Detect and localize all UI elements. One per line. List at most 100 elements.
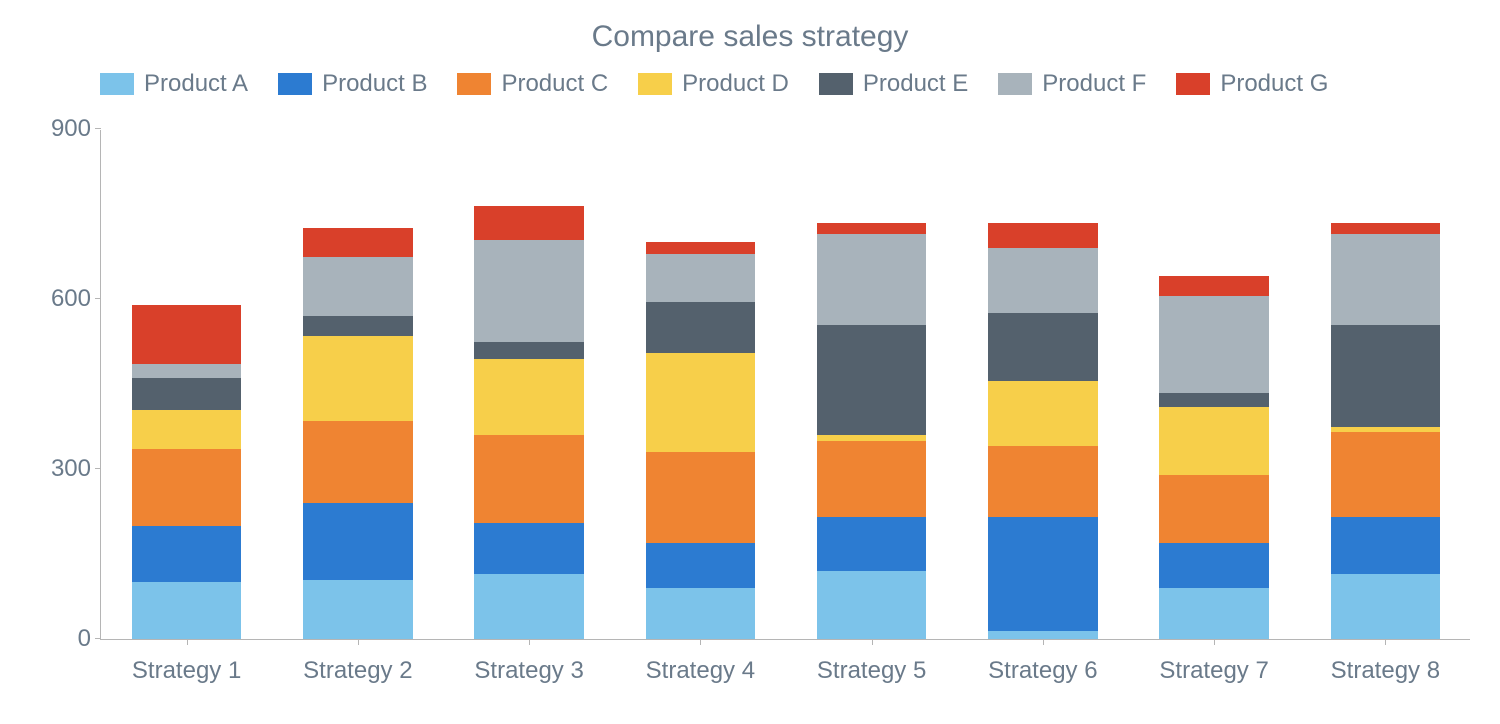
legend-swatch [278, 73, 312, 95]
bar-segment [474, 206, 584, 240]
x-axis-tick-mark [872, 639, 873, 645]
legend-label: Product E [863, 70, 968, 98]
legend-item: Product G [1176, 70, 1328, 98]
chart-title: Compare sales strategy [0, 20, 1500, 54]
x-axis-label: Strategy 6 [988, 657, 1097, 685]
x-axis-label: Strategy 8 [1331, 657, 1440, 685]
y-axis-tick-mark [95, 468, 101, 469]
x-axis-tick-mark [700, 639, 701, 645]
bar-segment [1331, 517, 1441, 574]
bar-segment [132, 364, 242, 378]
x-axis-label: Strategy 4 [646, 657, 755, 685]
bar-segment [1159, 276, 1269, 296]
legend-swatch [457, 73, 491, 95]
bar-segment [1331, 427, 1441, 433]
bar-segment [474, 342, 584, 359]
bar-segment [303, 336, 413, 421]
bar-segment [474, 240, 584, 342]
bar-segment [646, 242, 756, 253]
x-axis-tick-mark [187, 639, 188, 645]
bar-segment [646, 254, 756, 302]
bar-segment [1159, 296, 1269, 392]
bar-segment [817, 223, 927, 234]
x-axis-tick-mark [1043, 639, 1044, 645]
bar-segment [988, 517, 1098, 630]
legend-label: Product B [322, 70, 427, 98]
x-axis-label: Strategy 1 [132, 657, 241, 685]
chart-legend: Product A Product B Product C Product D Prod… [100, 70, 1470, 98]
bar-segment [303, 503, 413, 580]
bar-segment [303, 421, 413, 503]
y-axis-tick-mark [95, 638, 101, 639]
y-axis-tick-mark [95, 298, 101, 299]
x-axis-tick-mark [1385, 639, 1386, 645]
bar-segment [1159, 393, 1269, 407]
bar-segment [817, 325, 927, 436]
bar-segment [132, 582, 242, 639]
bar-segment [303, 228, 413, 256]
legend-item: Product F [998, 70, 1146, 98]
bar-segment [646, 452, 756, 543]
legend-item: Product B [278, 70, 427, 98]
bar-segment [817, 234, 927, 325]
bar-segment [646, 588, 756, 639]
y-axis-tick-label: 600 [31, 285, 91, 313]
bar-segment [646, 302, 756, 353]
legend-swatch [998, 73, 1032, 95]
y-axis-tick-label: 900 [31, 115, 91, 143]
bar-segment [988, 446, 1098, 517]
bar-segment [1331, 574, 1441, 639]
bar-segment [817, 571, 927, 639]
bar-segment [988, 381, 1098, 446]
legend-item: Product C [457, 70, 608, 98]
bar-segment [988, 248, 1098, 313]
legend-label: Product A [144, 70, 248, 98]
legend-label: Product D [682, 70, 789, 98]
sales-strategy-chart: Compare sales strategy Product AProduct … [0, 0, 1500, 724]
bar-segment [303, 316, 413, 336]
chart-plot-area: Strategy 1Strategy 2Strategy 3Strategy 4… [100, 130, 1470, 640]
bar-segment [988, 313, 1098, 381]
bar-segment [1331, 325, 1441, 427]
x-axis-label: Strategy 3 [474, 657, 583, 685]
legend-swatch [1176, 73, 1210, 95]
x-axis-label: Strategy 2 [303, 657, 412, 685]
legend-label: Product G [1220, 70, 1328, 98]
bar-segment [474, 359, 584, 436]
legend-item: Product D [638, 70, 789, 98]
legend-swatch [100, 73, 134, 95]
chart-bars-container: Strategy 1Strategy 2Strategy 3Strategy 4… [101, 130, 1470, 639]
legend-label: Product C [501, 70, 608, 98]
legend-item: Product A [100, 70, 248, 98]
bar-segment [1331, 432, 1441, 517]
legend-swatch [638, 73, 672, 95]
bar-segment [988, 631, 1098, 640]
bar-segment [303, 257, 413, 317]
x-axis-tick-mark [358, 639, 359, 645]
y-axis-tick-label: 300 [31, 455, 91, 483]
bar-segment [817, 517, 927, 571]
bar-segment [1159, 588, 1269, 639]
bar-segment [132, 410, 242, 450]
bar-segment [817, 435, 927, 441]
bar-segment [132, 378, 242, 409]
bar-segment [474, 435, 584, 523]
x-axis-tick-mark [529, 639, 530, 645]
bar-segment [988, 223, 1098, 249]
bar-segment [132, 305, 242, 365]
bar-segment [474, 574, 584, 639]
bar-segment [646, 353, 756, 452]
legend-label: Product F [1042, 70, 1146, 98]
bar-segment [1331, 223, 1441, 234]
x-axis-label: Strategy 5 [817, 657, 926, 685]
bar-segment [1331, 234, 1441, 325]
bar-segment [132, 449, 242, 526]
bar-segment [474, 523, 584, 574]
bar-segment [1159, 475, 1269, 543]
bar-segment [1159, 543, 1269, 588]
x-axis-label: Strategy 7 [1159, 657, 1268, 685]
bar-segment [303, 580, 413, 640]
legend-item: Product E [819, 70, 968, 98]
y-axis-tick-mark [95, 128, 101, 129]
x-axis-tick-mark [1214, 639, 1215, 645]
